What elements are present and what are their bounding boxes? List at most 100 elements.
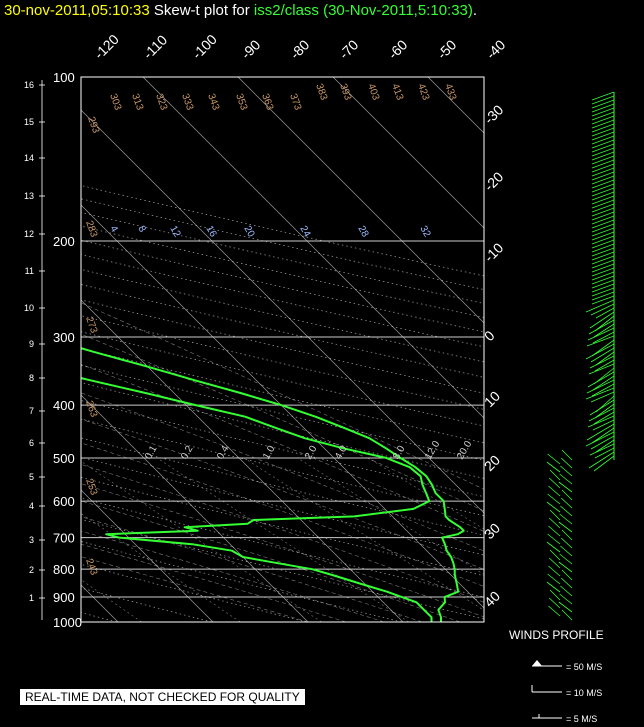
wind-barb <box>548 485 561 497</box>
height-tick-label: 4 <box>29 501 34 511</box>
dry-adiabat-line <box>0 77 22 622</box>
pressure-tick-label: 200 <box>53 234 75 249</box>
wind-barb <box>586 423 615 441</box>
theta-label: 333 <box>179 92 195 112</box>
pressure-tick-label: 700 <box>53 531 75 546</box>
temp-tick-label: -70 <box>336 36 362 62</box>
theta-label: 393 <box>337 82 353 102</box>
moist-adiabat-line <box>81 302 484 490</box>
theta-label: 383 <box>313 82 329 102</box>
wind-barb <box>591 383 615 397</box>
wind-barb <box>591 339 615 357</box>
isotherm-line <box>81 109 484 514</box>
dry-adiabat-line <box>81 437 484 536</box>
height-tick-label: 2 <box>29 565 34 575</box>
wind-barb <box>560 545 573 557</box>
wind-barb <box>560 585 573 597</box>
wind-barb <box>591 147 615 157</box>
height-tick-label: 6 <box>29 438 34 448</box>
wind-barb <box>588 319 615 335</box>
wind-barb <box>549 469 561 481</box>
wind-barb <box>591 175 615 185</box>
title-timestamp: 30-nov-2011,05:10:33 <box>4 2 150 19</box>
plot-frame <box>80 76 485 623</box>
wind-barb <box>591 247 615 257</box>
wind-barb <box>592 331 615 344</box>
wind-barb <box>547 573 561 585</box>
wind-barb <box>559 513 573 525</box>
mixing-ratio-label: 24 <box>297 224 312 240</box>
wind-barb <box>591 111 615 121</box>
theta-label: 313 <box>129 92 145 112</box>
temp-tick-label: -80 <box>287 36 313 62</box>
mixing-ratio-line <box>156 457 409 622</box>
mixing-ratio-label: 4 <box>107 224 120 235</box>
mixing-ratio-label: 32 <box>417 224 432 240</box>
mixing-ratio-line <box>81 460 322 622</box>
wind-barb <box>548 605 561 617</box>
theta-label: 363 <box>259 92 275 112</box>
wind-barb <box>591 131 615 141</box>
dry-adiabat-line <box>81 364 484 461</box>
wind-barb <box>591 187 615 197</box>
wind-legend-flag <box>532 660 542 666</box>
dry-adiabat-line <box>81 477 484 577</box>
mixing-ratio-label: 28 <box>355 224 370 240</box>
wind-barb <box>558 481 573 493</box>
wind-barb <box>586 335 615 347</box>
height-tick-label: 14 <box>24 153 34 163</box>
wind-barb <box>560 577 573 589</box>
wind-barb <box>558 601 573 613</box>
theta-label: 433 <box>442 82 458 102</box>
wind-barb <box>588 451 615 469</box>
moist-adiabat-line <box>81 530 385 622</box>
pressure-tick-label: 800 <box>53 562 75 577</box>
wind-barb <box>591 259 615 269</box>
dry-adiabat-line <box>81 418 484 517</box>
wind-barb <box>593 323 615 338</box>
moist-adiabat-line <box>81 500 461 622</box>
theta-label: 353 <box>233 92 249 112</box>
wind-barb <box>560 465 573 477</box>
dry-adiabat-line <box>81 185 484 277</box>
wind-barb <box>546 541 561 553</box>
wind-barb <box>591 203 615 213</box>
temp-tick-label: 0 <box>481 327 498 344</box>
wind-barb <box>548 597 561 609</box>
wind-barb <box>546 581 561 593</box>
wind-barb <box>594 403 615 419</box>
mixing-ratio-line <box>81 579 142 622</box>
wind-barb <box>589 311 615 329</box>
temp-tick-label: -110 <box>140 32 171 63</box>
theta-label: 303 <box>107 92 123 112</box>
dry-adiabat-line <box>81 347 484 444</box>
wind-barb <box>591 95 615 105</box>
isotherm-line <box>237 77 484 324</box>
wind-barb <box>561 609 573 621</box>
wind-barb <box>585 343 615 360</box>
height-tick-label: 8 <box>29 373 34 383</box>
mixing-ratio-label: 0.1 <box>143 444 160 462</box>
winds-profile-label: WINDS PROFILE <box>509 628 604 642</box>
winds-profile <box>531 91 615 719</box>
mixing-ratio-label: 12 <box>167 224 182 240</box>
wind-barb <box>586 379 615 394</box>
isotherm-line <box>0 77 23 622</box>
wind-barb <box>560 505 573 517</box>
wind-barb <box>591 103 615 113</box>
mixing-ratio-label: 2.0 <box>303 444 320 462</box>
wind-barb <box>591 143 615 153</box>
title-station: iss2/class (30-Nov-2011,5:10:33) <box>253 2 473 19</box>
mixing-ratio-label: 8.0 <box>391 444 408 462</box>
wind-barb <box>590 435 615 450</box>
wind-barb <box>591 219 615 229</box>
isotherm-line <box>81 204 484 609</box>
dry-adiabat-line <box>81 400 484 498</box>
height-tick-label: 5 <box>29 472 34 482</box>
wind-barb <box>591 235 615 245</box>
wind-barb <box>561 489 573 501</box>
height-tick-label: 16 <box>24 80 34 90</box>
theta-label: 323 <box>153 92 169 112</box>
wind-barb <box>594 359 615 372</box>
wind-barb <box>591 227 615 237</box>
